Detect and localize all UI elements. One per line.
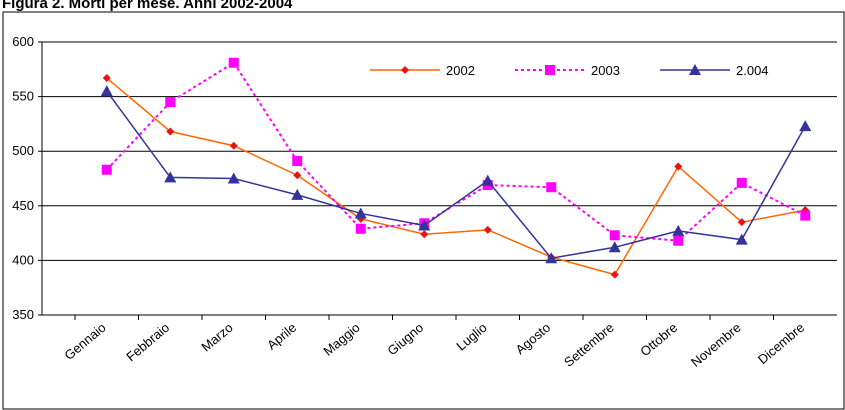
marker [102, 74, 111, 83]
marker [229, 141, 238, 150]
chart-frame [2, 11, 845, 410]
y-tick-label: 350 [12, 307, 34, 322]
y-tick-label: 450 [12, 198, 34, 213]
y-tick-label: 600 [12, 34, 34, 49]
marker [673, 235, 684, 246]
marker [545, 252, 558, 264]
marker [483, 225, 492, 234]
marker [292, 156, 303, 167]
legend-marker [689, 64, 701, 75]
chart-title: Figura 2. Morti per mese. Anni 2002-2004 [2, 0, 293, 12]
legend-marker [545, 65, 555, 75]
marker [799, 120, 812, 132]
marker [737, 218, 746, 227]
marker [164, 171, 177, 183]
marker [101, 164, 112, 175]
marker [420, 230, 429, 239]
marker [291, 188, 304, 200]
marker [546, 182, 557, 193]
marker [481, 174, 494, 186]
marker [293, 171, 302, 180]
series-line [106, 77, 806, 276]
legend-label: 2003 [591, 63, 620, 78]
marker [227, 172, 240, 184]
legend-label: 2.004 [736, 63, 769, 78]
legend-marker [401, 66, 409, 74]
marker [100, 85, 113, 97]
marker [418, 219, 431, 231]
y-tick-label: 550 [12, 89, 34, 104]
marker [736, 177, 747, 188]
marker [354, 207, 367, 219]
marker [608, 241, 621, 253]
legend-label: 2002 [446, 63, 475, 78]
marker [609, 230, 620, 241]
marker [166, 127, 175, 136]
marker [355, 223, 366, 234]
y-tick-label: 500 [12, 143, 34, 158]
marker [672, 224, 685, 236]
marker [674, 162, 683, 171]
y-tick-label: 400 [12, 252, 34, 267]
marker [165, 97, 176, 108]
marker [800, 210, 811, 221]
marker [735, 233, 748, 245]
marker [610, 270, 619, 279]
marker [228, 57, 239, 68]
series-line [106, 90, 806, 260]
